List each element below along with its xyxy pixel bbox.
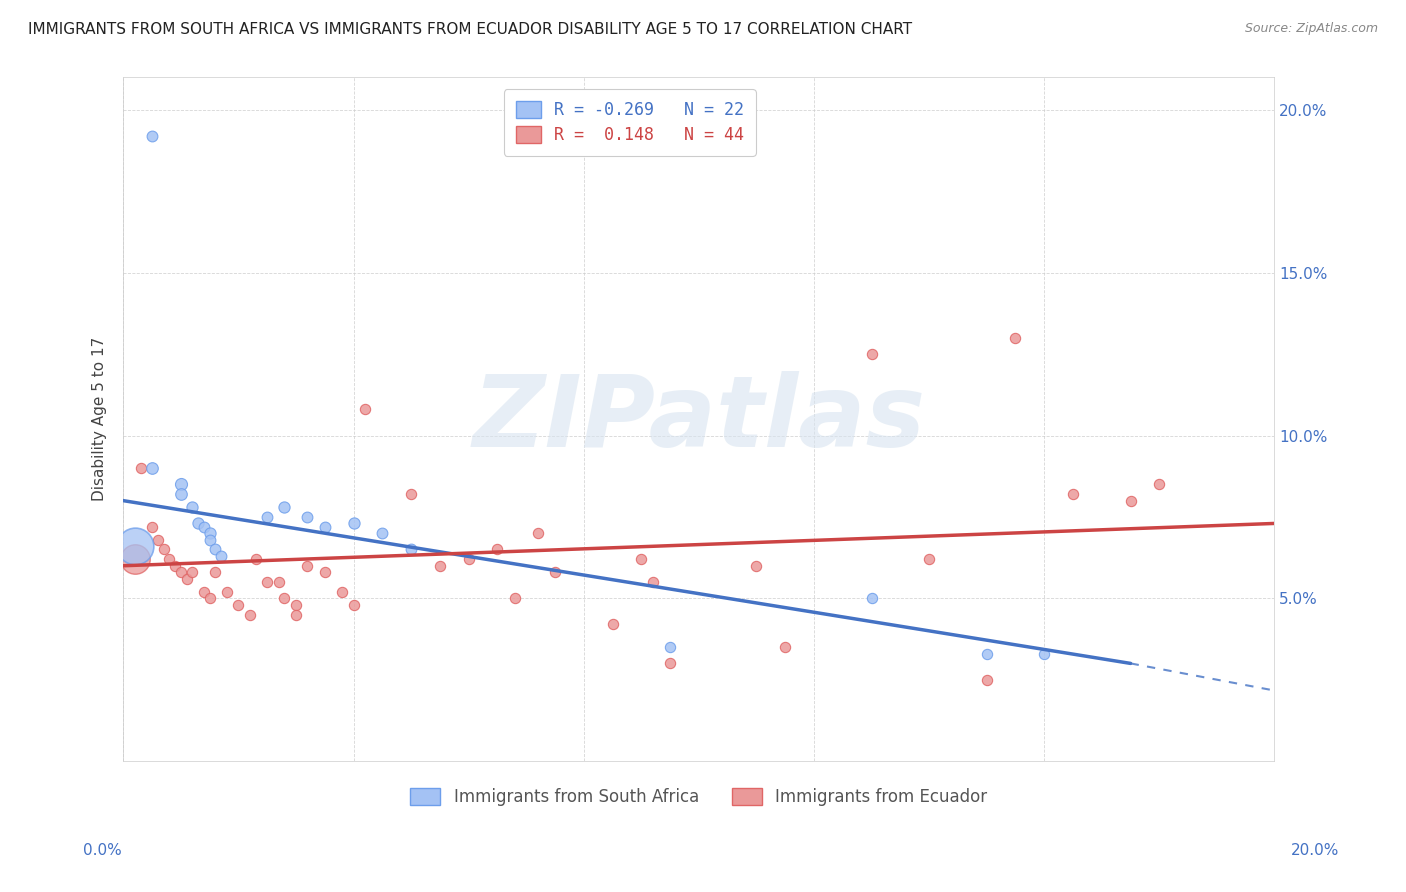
Text: 20.0%: 20.0% [1291, 843, 1339, 858]
Point [1004, 331, 1026, 345]
Point [641, 574, 664, 589]
Point [245, 552, 267, 566]
Point [1149, 477, 1171, 491]
Point [124, 539, 146, 553]
Point [193, 519, 215, 533]
Point [204, 542, 226, 557]
Point [228, 598, 250, 612]
Point [354, 402, 377, 417]
Text: Source: ZipAtlas.com: Source: ZipAtlas.com [1244, 22, 1378, 36]
Text: IMMIGRANTS FROM SOUTH AFRICA VS IMMIGRANTS FROM ECUADOR DISABILITY AGE 5 TO 17 C: IMMIGRANTS FROM SOUTH AFRICA VS IMMIGRAN… [28, 22, 912, 37]
Point [1033, 647, 1056, 661]
Point [141, 129, 163, 144]
Point [273, 500, 295, 515]
Point [124, 552, 146, 566]
Point [314, 519, 336, 533]
Point [1062, 487, 1084, 501]
Point [215, 584, 238, 599]
Point [297, 510, 319, 524]
Point [204, 566, 226, 580]
Point [773, 640, 796, 654]
Point [399, 487, 422, 501]
Point [129, 461, 152, 475]
Point [181, 500, 204, 515]
Point [157, 552, 180, 566]
Point [285, 607, 308, 622]
Point [267, 574, 290, 589]
Point [659, 657, 682, 671]
Point [330, 584, 353, 599]
Point [146, 533, 169, 547]
Point [860, 591, 883, 606]
Point [630, 552, 652, 566]
Point [141, 519, 163, 533]
Point [860, 347, 883, 361]
Point [152, 542, 174, 557]
Point [918, 552, 941, 566]
Point [1119, 493, 1142, 508]
Point [141, 461, 163, 475]
Point [187, 516, 209, 531]
Point [297, 558, 319, 573]
Point [193, 584, 215, 599]
Point [198, 591, 221, 606]
Point [198, 526, 221, 541]
Point [342, 516, 364, 531]
Point [371, 526, 394, 541]
Point [976, 673, 998, 687]
Point [976, 647, 998, 661]
Point [176, 572, 198, 586]
Point [256, 574, 278, 589]
Point [457, 552, 479, 566]
Point [170, 487, 193, 501]
Point [285, 598, 308, 612]
Point [256, 510, 278, 524]
Point [198, 533, 221, 547]
Point [273, 591, 295, 606]
Point [209, 549, 232, 563]
Point [544, 566, 567, 580]
Point [239, 607, 262, 622]
Text: ZIPatlas: ZIPatlas [472, 371, 925, 467]
Legend: Immigrants from South Africa, Immigrants from Ecuador: Immigrants from South Africa, Immigrants… [402, 780, 995, 814]
Point [745, 558, 768, 573]
Point [170, 566, 193, 580]
Y-axis label: Disability Age 5 to 17: Disability Age 5 to 17 [93, 337, 107, 501]
Point [342, 598, 364, 612]
Text: 0.0%: 0.0% [83, 843, 122, 858]
Point [181, 566, 204, 580]
Point [659, 640, 682, 654]
Point [170, 477, 193, 491]
Point [602, 617, 624, 632]
Point [399, 542, 422, 557]
Point [486, 542, 509, 557]
Point [165, 558, 187, 573]
Point [429, 558, 451, 573]
Point [314, 566, 336, 580]
Point [526, 526, 548, 541]
Point [503, 591, 526, 606]
